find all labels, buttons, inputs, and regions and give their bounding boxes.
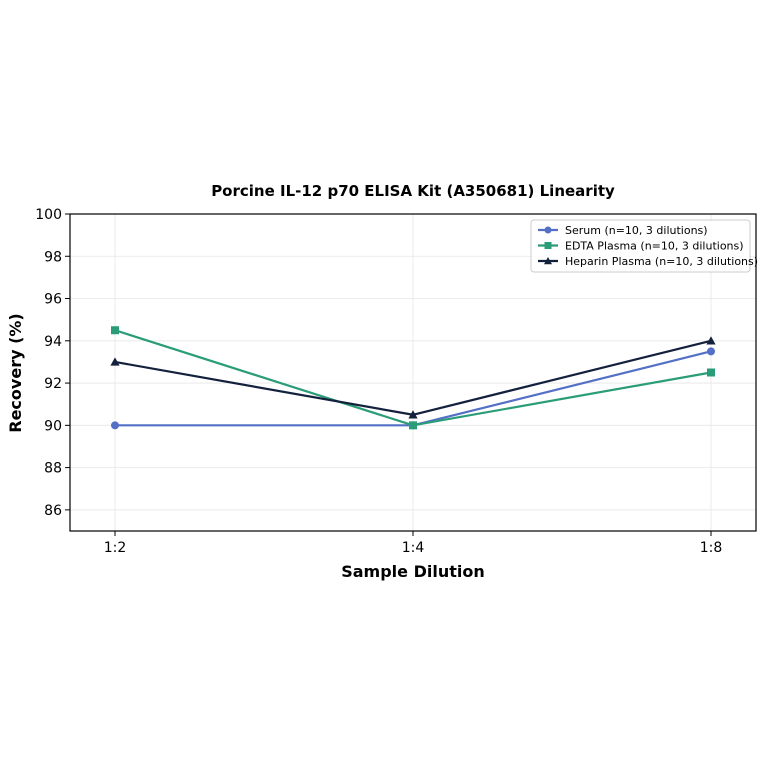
legend-entry: Heparin Plasma (n=10, 3 dilutions) (565, 255, 758, 268)
x-tick-label: 1:2 (104, 540, 127, 556)
legend: Serum (n=10, 3 dilutions) EDTA Plasma (n=… (530, 219, 758, 273)
x-axis: 1:2 1:4 1:8 (104, 531, 723, 556)
y-tick-label: 94 (44, 334, 62, 350)
y-tick-label: 96 (44, 292, 62, 308)
x-axis-label: Sample Dilution (341, 562, 485, 581)
data-point (543, 256, 553, 265)
y-tick-label: 90 (44, 418, 62, 434)
y-axis: 86 88 90 92 94 96 98 100 (35, 207, 70, 519)
series-2 (111, 326, 715, 430)
data-point (544, 226, 552, 234)
legend-entry: EDTA Plasma (n=10, 3 dilutions) (565, 240, 744, 253)
y-tick-label: 88 (44, 461, 62, 477)
data-point (707, 368, 715, 377)
legend-box (530, 219, 751, 273)
data-point (544, 242, 552, 249)
data-point (707, 347, 715, 356)
x-tick-label: 1:4 (402, 540, 425, 556)
legend-entry: Serum (n=10, 3 dilutions) (565, 224, 708, 237)
data-point (408, 410, 418, 419)
y-axis-label: Recovery (%) (6, 313, 25, 432)
data-point (111, 421, 119, 430)
series-3 (110, 336, 716, 419)
chart-title: Porcine IL-12 p70 ELISA Kit (A350681) Li… (211, 182, 615, 200)
y-tick-label: 98 (44, 249, 62, 265)
x-tick-label: 1:8 (700, 540, 723, 556)
y-tick-label: 100 (35, 207, 62, 223)
data-point (111, 326, 119, 335)
y-tick-label: 86 (44, 503, 62, 519)
data-point (409, 421, 417, 430)
series-layer (110, 326, 716, 430)
data-point (706, 336, 716, 345)
y-tick-label: 92 (44, 376, 62, 392)
data-point (110, 357, 120, 366)
